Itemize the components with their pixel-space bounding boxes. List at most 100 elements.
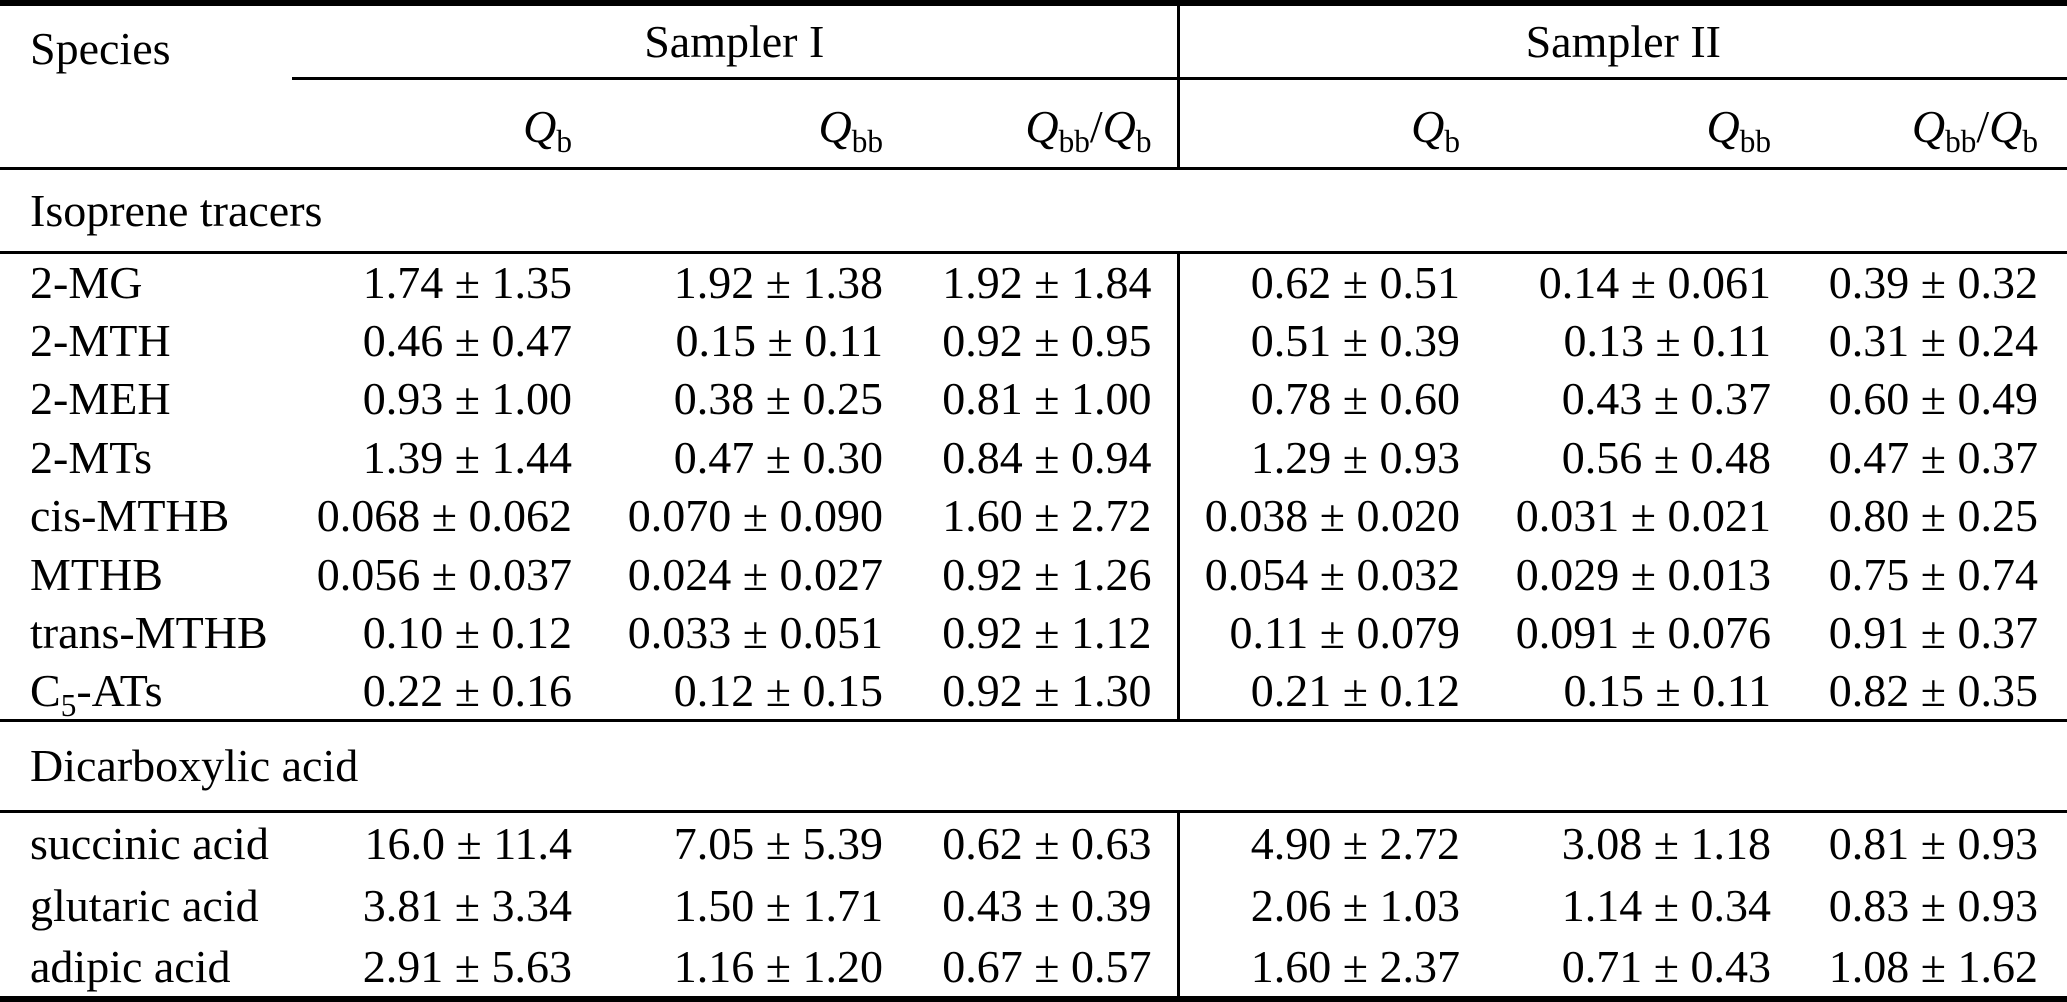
value-cell: 0.83 ± 0.93 bbox=[1828, 879, 2039, 931]
table-header: Species Sampler I Sampler II Qb Qbb Qbb/… bbox=[0, 3, 2067, 170]
table-row: C5-ATs 0.22 ± 0.16 0.12 ± 0.15 0.92 ± 1.30 0… bbox=[0, 662, 2067, 721]
value-cell: 1.60 ± 2.72 bbox=[942, 490, 1152, 542]
value-cell: 0.51 ± 0.39 bbox=[1176, 311, 1461, 370]
value-cell: 0.92 ± 0.95 bbox=[942, 314, 1152, 366]
value-cell: 1.60 ± 2.37 bbox=[1176, 936, 1461, 999]
value-cell: 0.78 ± 0.60 bbox=[1176, 369, 1461, 429]
value-cell: 1.92 ± 1.84 bbox=[942, 257, 1152, 309]
table-row: 2-MTH 0.46 ± 0.47 0.15 ± 0.11 0.92 ± 0.95 0.… bbox=[0, 311, 2067, 370]
value-cell: 7.05 ± 5.39 bbox=[673, 817, 883, 869]
value-cell: 1.16 ± 1.20 bbox=[673, 940, 883, 992]
value-cell: 0.21 ± 0.12 bbox=[1176, 662, 1461, 721]
species-cell: 2-MTs bbox=[30, 431, 153, 483]
section-header-row: Dicarboxylic acid bbox=[0, 719, 2067, 813]
table-row: succinic acid 16.0 ± 11.4 7.05 ± 5.39 0.62 … bbox=[0, 811, 2067, 874]
species-cell: C5-ATs bbox=[30, 665, 163, 721]
col-header-qb-sampler1: Qb bbox=[292, 78, 572, 170]
section-title: Dicarboxylic acid bbox=[0, 719, 2067, 813]
value-cell: 0.60 ± 0.49 bbox=[1828, 373, 2039, 425]
value-cell: 1.29 ± 0.93 bbox=[1176, 428, 1461, 487]
value-cell: 0.81 ± 0.93 bbox=[1828, 817, 2039, 869]
value-cell: 0.91 ± 0.37 bbox=[1828, 607, 2039, 659]
value-cell: 0.43 ± 0.39 bbox=[942, 879, 1152, 931]
species-cell: 2-MTH bbox=[30, 314, 171, 366]
value-cell: 0.84 ± 0.94 bbox=[942, 431, 1152, 483]
col-header-qbb-over-qb-sampler2: Qbb/Qb bbox=[1771, 78, 2067, 170]
subheader-row: Qb Qbb Qbb/Qb Qb Qbb Qbb/Qb bbox=[0, 78, 2067, 170]
value-cell: 0.62 ± 0.51 bbox=[1176, 252, 1461, 312]
species-cell: glutaric acid bbox=[30, 879, 259, 931]
value-cell: 0.033 ± 0.051 bbox=[627, 607, 883, 659]
col-header-qbb-sampler1: Qbb bbox=[572, 78, 883, 170]
table-row: MTHB 0.056 ± 0.037 0.024 ± 0.027 0.92 ± 1.2… bbox=[0, 545, 2067, 604]
value-cell: 0.56 ± 0.48 bbox=[1561, 431, 1772, 483]
sampler1-group-header: Sampler I bbox=[292, 3, 1179, 80]
col-header-qbb-sampler2: Qbb bbox=[1460, 78, 1772, 170]
value-cell: 0.82 ± 0.35 bbox=[1828, 665, 2039, 717]
value-cell: 1.39 ± 1.44 bbox=[362, 431, 572, 483]
table-row: 2-MEH 0.93 ± 1.00 0.38 ± 0.25 0.81 ± 1.00 0.… bbox=[0, 369, 2067, 429]
value-cell: 0.031 ± 0.021 bbox=[1515, 490, 1772, 542]
table-row: 2-MTs 1.39 ± 1.44 0.47 ± 0.30 0.84 ± 0.94 1.… bbox=[0, 428, 2067, 487]
value-cell: 0.14 ± 0.061 bbox=[1538, 257, 1772, 309]
value-cell: 0.024 ± 0.027 bbox=[627, 548, 883, 600]
value-cell: 0.62 ± 0.63 bbox=[942, 817, 1152, 869]
value-cell: 0.15 ± 0.11 bbox=[1563, 665, 1772, 717]
value-cell: 0.80 ± 0.25 bbox=[1828, 490, 2039, 542]
table-row: glutaric acid 3.81 ± 3.34 1.50 ± 1.71 0.43 … bbox=[0, 873, 2067, 937]
value-cell: 0.92 ± 1.26 bbox=[942, 548, 1152, 600]
value-cell: 0.46 ± 0.47 bbox=[362, 314, 572, 366]
species-cell: succinic acid bbox=[30, 817, 269, 869]
col-header-qbb-over-qb-sampler1: Qbb/Qb bbox=[883, 78, 1179, 170]
table-body: Isoprene tracers 2-MG 1.74 ± 1.35 1.92 ± 1.… bbox=[0, 166, 2067, 999]
value-cell: 0.71 ± 0.43 bbox=[1561, 940, 1772, 992]
value-cell: 0.068 ± 0.062 bbox=[316, 490, 572, 542]
value-cell: 0.67 ± 0.57 bbox=[942, 940, 1152, 992]
value-cell: 2.91 ± 5.63 bbox=[362, 940, 572, 992]
species-cell: 2-MEH bbox=[30, 373, 171, 425]
sampler2-group-header: Sampler II bbox=[1176, 3, 2067, 80]
value-cell: 0.029 ± 0.013 bbox=[1515, 548, 1772, 600]
value-cell: 0.10 ± 0.12 bbox=[362, 607, 572, 659]
species-cell: adipic acid bbox=[30, 940, 231, 992]
value-cell: 1.08 ± 1.62 bbox=[1828, 940, 2039, 992]
value-cell: 1.74 ± 1.35 bbox=[362, 257, 572, 309]
value-cell: 0.054 ± 0.032 bbox=[1176, 545, 1461, 604]
value-cell: 0.38 ± 0.25 bbox=[673, 373, 883, 425]
table-row: 2-MG 1.74 ± 1.35 1.92 ± 1.38 1.92 ± 1.84 0.6… bbox=[0, 252, 2067, 312]
value-cell: 0.31 ± 0.24 bbox=[1828, 314, 2039, 366]
value-cell: 0.39 ± 0.32 bbox=[1828, 257, 2039, 309]
value-cell: 16.0 ± 11.4 bbox=[364, 817, 572, 869]
table-row: trans-MTHB 0.10 ± 0.12 0.033 ± 0.051 0.92 ±… bbox=[0, 603, 2067, 663]
species-column-header: Species bbox=[0, 3, 292, 170]
value-cell: 0.11 ± 0.079 bbox=[1176, 603, 1461, 663]
col-header-qb-sampler2: Qb bbox=[1176, 78, 1461, 170]
value-cell: 0.13 ± 0.11 bbox=[1563, 314, 1772, 366]
section-title: Isoprene tracers bbox=[0, 166, 2067, 255]
value-cell: 0.81 ± 1.00 bbox=[942, 373, 1152, 425]
value-cell: 4.90 ± 2.72 bbox=[1176, 811, 1461, 874]
value-cell: 0.92 ± 1.30 bbox=[942, 665, 1152, 717]
value-cell: 1.92 ± 1.38 bbox=[673, 257, 883, 309]
value-cell: 0.92 ± 1.12 bbox=[942, 607, 1152, 659]
value-cell: 0.22 ± 0.16 bbox=[362, 665, 572, 717]
value-cell: 0.056 ± 0.037 bbox=[316, 548, 572, 600]
value-cell: 3.08 ± 1.18 bbox=[1561, 817, 1772, 869]
group-header-row: Species Sampler I Sampler II bbox=[0, 3, 2067, 170]
value-cell: 0.93 ± 1.00 bbox=[362, 373, 572, 425]
value-cell: 0.15 ± 0.11 bbox=[675, 314, 883, 366]
species-cell: trans-MTHB bbox=[30, 607, 268, 659]
value-cell: 3.81 ± 3.34 bbox=[362, 879, 572, 931]
table-row: cis-MTHB 0.068 ± 0.062 0.070 ± 0.090 1.60 ±… bbox=[0, 486, 2067, 546]
table-row: adipic acid 2.91 ± 5.63 1.16 ± 1.20 0.67 ± … bbox=[0, 936, 2067, 999]
value-cell: 1.14 ± 0.34 bbox=[1561, 879, 1772, 931]
value-cell: 0.75 ± 0.74 bbox=[1828, 548, 2039, 600]
section-header-row: Isoprene tracers bbox=[0, 166, 2067, 255]
species-cell: cis-MTHB bbox=[30, 490, 230, 542]
value-cell: 0.12 ± 0.15 bbox=[673, 665, 883, 717]
value-cell: 1.50 ± 1.71 bbox=[673, 879, 883, 931]
species-cell: MTHB bbox=[30, 548, 163, 600]
value-cell: 0.47 ± 0.30 bbox=[673, 431, 883, 483]
